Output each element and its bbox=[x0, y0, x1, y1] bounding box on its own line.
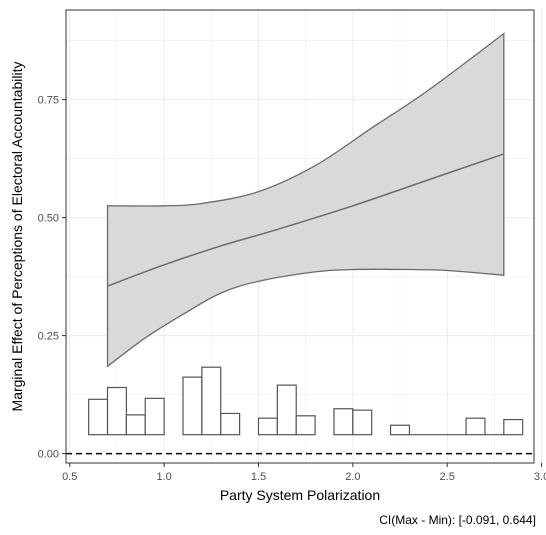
confidence-band bbox=[106, 32, 505, 368]
y-tick-label-1: 0.25 bbox=[38, 331, 59, 343]
y-tick-label-2: 0.50 bbox=[38, 213, 59, 225]
x-tick-label-3: 2.0 bbox=[345, 471, 360, 483]
estimate-line bbox=[107, 153, 505, 287]
ci-note: CI(Max - Min): [-0.091, 0.644] bbox=[379, 513, 536, 527]
x-tick-label-4: 2.5 bbox=[440, 471, 455, 483]
y-tick-label-0: 0.00 bbox=[38, 449, 59, 461]
axis-ticks: 0.5 1.0 1.5 2.0 2.5 3.0 0.00 0.25 0.50 0.75 bbox=[38, 95, 546, 483]
histogram-bar-2 bbox=[125, 414, 146, 436]
x-tick-label-0: 0.5 bbox=[62, 471, 77, 483]
histogram-bar-9 bbox=[295, 415, 316, 436]
histogram-bar-6 bbox=[220, 412, 241, 436]
panel-border bbox=[65, 9, 535, 464]
histogram-bar-1 bbox=[106, 386, 127, 436]
histogram-bar-11 bbox=[352, 409, 373, 436]
histogram-bar-16 bbox=[503, 418, 524, 436]
histogram-bar-8 bbox=[276, 384, 297, 436]
histogram-bar-0 bbox=[88, 398, 109, 436]
histogram-bar-10 bbox=[333, 408, 354, 436]
histogram-bar-3 bbox=[144, 397, 165, 436]
histogram-bar-12 bbox=[389, 424, 411, 436]
x-tick-label-5: 3.0 bbox=[534, 471, 546, 483]
y-axis-title: Marginal Effect of Perceptions of Electo… bbox=[9, 62, 25, 412]
y-tick-label-3: 0.75 bbox=[38, 95, 59, 107]
histogram-bar-4 bbox=[182, 376, 203, 436]
histogram bbox=[88, 366, 524, 436]
x-axis-title: Party System Polarization bbox=[220, 487, 380, 503]
histogram-bar-5 bbox=[201, 366, 222, 436]
x-tick-label-2: 1.5 bbox=[251, 471, 266, 483]
x-tick-label-1: 1.0 bbox=[156, 471, 171, 483]
histogram-bar-7 bbox=[257, 417, 278, 436]
histogram-bar-14 bbox=[465, 417, 486, 436]
